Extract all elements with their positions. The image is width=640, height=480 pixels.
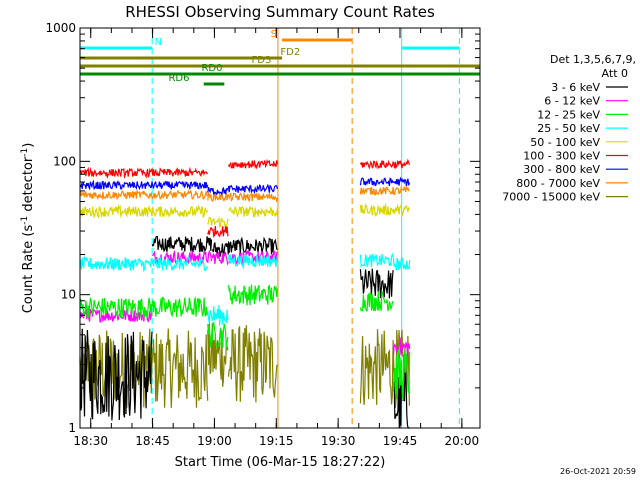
flag-label-n: N bbox=[155, 37, 162, 48]
x-axis-label: Start Time (06-Mar-15 18:27:22) bbox=[175, 455, 386, 470]
series-trace bbox=[79, 179, 209, 191]
series-trace bbox=[359, 176, 410, 187]
series-trace bbox=[228, 205, 278, 218]
series-trace bbox=[359, 289, 394, 312]
series-trace bbox=[227, 183, 278, 195]
series-trace bbox=[392, 349, 411, 400]
series-trace bbox=[79, 204, 209, 219]
series-25-50-kev bbox=[79, 252, 411, 326]
legend-label-3-6-kev: 3 - 6 keV bbox=[551, 81, 600, 94]
series-trace bbox=[207, 191, 229, 202]
series-trace bbox=[359, 202, 410, 218]
x-tick-label: 19:30 bbox=[321, 434, 356, 448]
series-trace bbox=[227, 191, 278, 204]
series-trace bbox=[79, 166, 209, 180]
flag-label-rd0: RD0 bbox=[201, 63, 222, 74]
legend-header-detectors: Det 1,3,5,6,7,9, bbox=[550, 53, 636, 66]
y-tick-label: 1000 bbox=[45, 21, 76, 35]
flag-label-s: S bbox=[271, 29, 277, 40]
series-trace bbox=[359, 268, 394, 299]
x-tick-label: 19:00 bbox=[197, 434, 232, 448]
x-tick-label: 19:45 bbox=[383, 434, 418, 448]
series-trace bbox=[359, 158, 410, 170]
series-trace bbox=[207, 186, 229, 197]
footer-timestamp: 26-Oct-2021 20:59 bbox=[560, 467, 636, 476]
x-tick-label: 20:00 bbox=[445, 434, 480, 448]
series-group bbox=[79, 158, 411, 429]
y-axis-label: Count Rate (s-1 detector-1) bbox=[20, 143, 36, 314]
series-trace bbox=[207, 225, 229, 238]
legend-label-25-50-kev: 25 - 50 keV bbox=[537, 122, 600, 135]
series-trace bbox=[207, 216, 229, 229]
flag-label-rd6: RD6 bbox=[168, 73, 189, 84]
y-tick-label: 1 bbox=[68, 421, 76, 435]
series-100-300-kev bbox=[79, 158, 410, 238]
flag-label-fd3: FD3 bbox=[252, 55, 272, 66]
legend-label-100-300-kev: 100 - 300 keV bbox=[523, 150, 600, 163]
series-50-100-kev bbox=[79, 202, 410, 229]
series-12-25-kev bbox=[79, 284, 411, 400]
series-trace bbox=[227, 252, 278, 270]
series-trace bbox=[79, 328, 153, 421]
series-trace bbox=[207, 323, 229, 387]
series-trace bbox=[79, 328, 209, 408]
x-tick-label: 18:30 bbox=[73, 434, 108, 448]
series-trace bbox=[359, 252, 394, 269]
series-trace bbox=[79, 256, 153, 273]
flag-label-fd2: FD2 bbox=[280, 47, 300, 58]
series-trace bbox=[211, 251, 229, 266]
series-trace bbox=[151, 296, 209, 318]
legend-label-7000-15000-kev: 7000 - 15000 keV bbox=[502, 191, 600, 204]
legend-label-12-25-kev: 12 - 25 keV bbox=[537, 108, 600, 121]
series-trace bbox=[227, 284, 278, 306]
chart-title: RHESSI Observing Summary Count Rates bbox=[125, 3, 435, 21]
series-trace bbox=[152, 255, 208, 272]
series-trace bbox=[211, 242, 229, 257]
series-trace bbox=[227, 236, 278, 255]
legend-label-300-800-kev: 300 - 800 keV bbox=[523, 163, 600, 176]
series-trace bbox=[79, 296, 153, 320]
x-axis: 18:30 18:45 19:00 19:15 19:30 19:45 20:00 bbox=[73, 28, 479, 448]
series-trace bbox=[151, 236, 213, 253]
series-300-800-kev bbox=[79, 176, 410, 197]
plot-frame bbox=[79, 27, 481, 429]
series-trace bbox=[79, 188, 209, 201]
legend-label-50-100-kev: 50 - 100 keV bbox=[530, 136, 600, 149]
series-trace bbox=[227, 158, 278, 170]
legend-label-800-7000-kev: 800 - 7000 keV bbox=[516, 177, 600, 190]
y-tick-label: 100 bbox=[53, 154, 76, 168]
y-axis: 1 10 100 1000 bbox=[45, 21, 480, 435]
x-tick-label: 18:45 bbox=[135, 434, 170, 448]
legend-header-attenuator: Att 0 bbox=[602, 67, 628, 80]
series-trace bbox=[207, 321, 229, 348]
series-trace bbox=[392, 256, 411, 271]
x-tick-label: 19:15 bbox=[259, 434, 294, 448]
series-trace bbox=[227, 325, 278, 403]
legend-label-6-12-kev: 6 - 12 keV bbox=[544, 95, 600, 108]
series-800-7000-kev bbox=[79, 184, 410, 204]
series-trace bbox=[392, 337, 411, 360]
series-trace bbox=[359, 184, 410, 196]
y-tick-label: 10 bbox=[61, 288, 76, 302]
series-trace bbox=[207, 304, 229, 326]
